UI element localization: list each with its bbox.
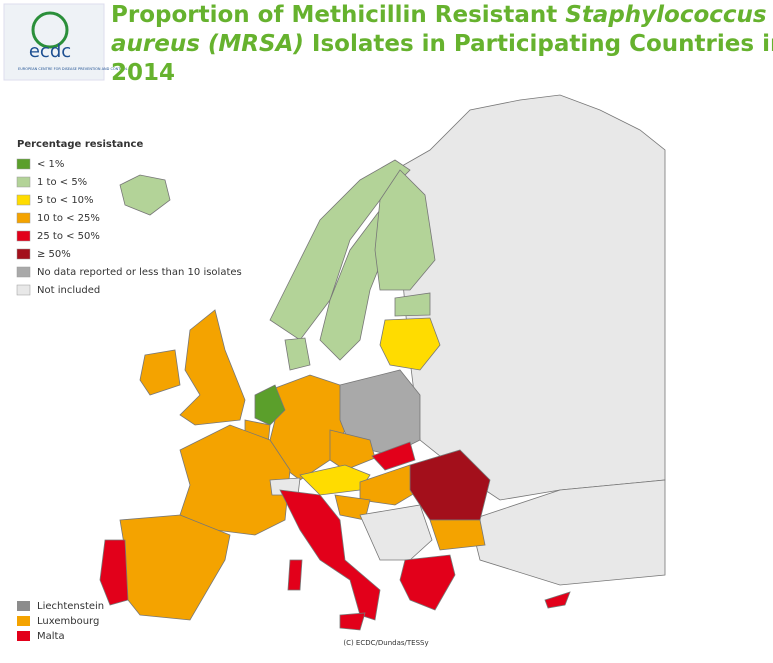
legend-swatch — [16, 284, 31, 296]
legend-swatch — [16, 230, 31, 242]
country — [339, 612, 366, 631]
logo: ecdc EUROPEAN CENTRE FOR DISEASE PREVENT… — [3, 3, 128, 81]
title-line: Proportion of Methicillin Resistant Stap… — [111, 2, 767, 28]
credit: (C) ECDC/Dundas/TESSy — [343, 639, 428, 647]
country — [359, 504, 433, 561]
country — [119, 514, 231, 621]
legend-label: 5 to < 10% — [37, 195, 94, 206]
legend-swatch — [16, 194, 31, 206]
country — [99, 539, 129, 606]
country — [394, 94, 666, 501]
legend-title: Percentage resistance — [17, 139, 143, 150]
logo-text: ecdc — [29, 41, 71, 62]
country — [269, 374, 346, 481]
logo-globe — [31, 11, 69, 49]
country — [359, 464, 421, 506]
legend-swatch — [16, 266, 31, 278]
country — [394, 292, 431, 317]
country — [254, 384, 286, 426]
title-part: Proportion of Methicillin Resistant — [111, 2, 565, 28]
small-country-legend: Liechtenstein Luxembourg Malta — [17, 601, 104, 642]
title-part: Isolates in Participating Countries in — [304, 31, 773, 57]
legend-label: ≥ 50% — [37, 249, 71, 260]
legend-swatch — [17, 631, 30, 641]
title-line: aureus (MRSA) Isolates in Participating … — [111, 31, 773, 57]
country — [269, 159, 411, 341]
country — [399, 554, 456, 611]
country — [379, 317, 441, 371]
legend-swatch — [17, 616, 30, 626]
legend: < 1% 1 to < 5% 5 to < 10% 10 to < 25% 25 to … — [16, 158, 242, 296]
legend-label: Malta — [37, 631, 65, 642]
legend-swatch — [17, 601, 30, 611]
country — [429, 519, 486, 551]
title-italic: aureus (MRSA) — [111, 31, 304, 57]
legend-label: 10 to < 25% — [37, 213, 100, 224]
country — [179, 424, 291, 536]
country — [139, 349, 181, 396]
country — [371, 441, 416, 471]
country — [279, 489, 381, 621]
legend-label: Liechtenstein — [37, 601, 104, 612]
country — [119, 174, 171, 216]
country — [179, 309, 246, 426]
legend-label: Not included — [37, 285, 100, 296]
legend-swatch — [16, 212, 31, 224]
legend-swatch — [16, 248, 31, 260]
legend-label: Luxembourg — [37, 616, 99, 627]
country — [329, 429, 376, 471]
country — [374, 169, 436, 291]
legend-label: 25 to < 50% — [37, 231, 100, 242]
title-italic: Staphylococcus — [565, 2, 766, 28]
title-line: 2014 — [111, 60, 175, 86]
map — [99, 94, 666, 631]
country — [469, 479, 666, 586]
country — [544, 591, 571, 609]
logo-box — [3, 3, 105, 81]
legend-label: < 1% — [37, 159, 64, 170]
country — [284, 337, 311, 371]
logo-subtitle: EUROPEAN CENTRE FOR DISEASE PREVENTION A… — [18, 67, 128, 71]
legend-label: No data reported or less than 10 isolate… — [37, 267, 242, 278]
legend-swatch — [16, 158, 31, 170]
legend-label: 1 to < 5% — [37, 177, 87, 188]
legend-swatch — [16, 176, 31, 188]
country — [287, 559, 303, 591]
